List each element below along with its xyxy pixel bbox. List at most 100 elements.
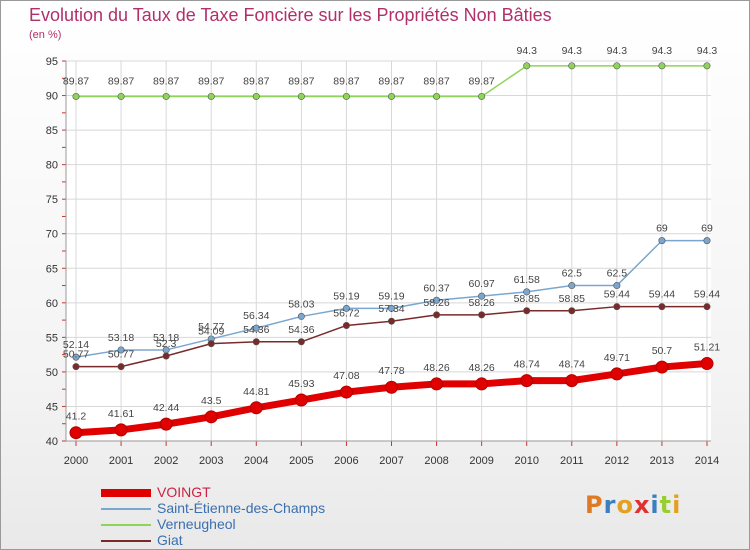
logo-letter: i: [672, 491, 682, 519]
data-label: 89.87: [378, 75, 404, 87]
x-tick-label: 2012: [605, 455, 629, 467]
y-tick-label: 65: [46, 263, 58, 275]
data-point-3: [478, 311, 486, 319]
legend-swatch: [101, 508, 151, 510]
x-tick-label: 2010: [514, 455, 538, 467]
data-point-1: [117, 346, 125, 354]
logo-letter: o: [616, 491, 634, 519]
data-label: 58.26: [469, 297, 495, 309]
logo-letter: P: [585, 491, 604, 519]
legend-label: Verneugheol: [157, 516, 236, 532]
x-tick-label: 2008: [424, 455, 448, 467]
data-point-0: [339, 385, 353, 399]
data-label: 89.87: [333, 75, 359, 87]
y-tick-label: 40: [46, 436, 58, 448]
data-point-3: [568, 307, 576, 315]
data-label: 89.87: [469, 75, 495, 87]
data-point-1: [478, 292, 486, 300]
data-point-2: [162, 92, 170, 100]
data-point-0: [565, 374, 579, 388]
data-point-3: [703, 303, 711, 311]
data-label: 58.26: [423, 297, 449, 309]
data-point-0: [159, 417, 173, 431]
data-label: 94.3: [697, 45, 718, 57]
data-point-0: [610, 367, 624, 381]
data-label: 60.97: [469, 278, 495, 290]
data-point-1: [703, 237, 711, 245]
x-tick-label: 2007: [379, 455, 403, 467]
data-point-3: [252, 338, 260, 346]
data-label: 56.34: [243, 310, 269, 322]
data-point-1: [387, 304, 395, 312]
data-point-1: [72, 353, 80, 361]
data-label: 50.7: [652, 345, 673, 357]
data-label: 48.26: [469, 362, 495, 374]
data-label: 58.85: [559, 293, 585, 305]
data-point-0: [700, 357, 714, 371]
data-point-3: [433, 311, 441, 319]
data-label: 49.71: [604, 352, 630, 364]
data-point-3: [523, 307, 531, 315]
data-point-2: [658, 62, 666, 70]
data-label: 60.37: [423, 282, 449, 294]
data-label: 41.61: [108, 408, 134, 420]
data-label: 94.3: [516, 45, 537, 57]
data-label: 94.3: [562, 45, 583, 57]
data-label: 48.26: [423, 362, 449, 374]
data-label: 59.19: [333, 290, 359, 302]
legend-label: Giat: [157, 532, 183, 548]
legend-swatch: [101, 489, 151, 497]
data-point-2: [568, 62, 576, 70]
data-point-2: [342, 92, 350, 100]
data-point-0: [520, 374, 534, 388]
logo-letter: t: [659, 491, 673, 519]
data-label: 89.87: [198, 75, 224, 87]
data-label: 42.44: [153, 402, 179, 414]
data-point-0: [69, 426, 83, 440]
data-label: 41.2: [66, 411, 87, 423]
data-point-1: [342, 304, 350, 312]
data-label: 54.77: [198, 321, 224, 333]
y-tick-label: 95: [46, 56, 58, 68]
logo-letter: x: [633, 491, 651, 519]
data-point-1: [523, 288, 531, 296]
data-label: 48.74: [559, 359, 585, 371]
legend-swatch: [101, 540, 151, 542]
data-point-2: [703, 62, 711, 70]
data-point-3: [297, 338, 305, 346]
data-point-0: [249, 401, 263, 415]
data-label: 47.78: [378, 365, 404, 377]
y-tick-label: 80: [46, 160, 58, 172]
data-point-1: [658, 237, 666, 245]
x-tick-label: 2009: [469, 455, 493, 467]
data-label: 89.87: [243, 75, 269, 87]
x-tick-label: 2011: [560, 455, 584, 467]
data-point-3: [613, 303, 621, 311]
data-point-3: [342, 321, 350, 329]
y-tick-label: 70: [46, 229, 58, 241]
y-tick-label: 50: [46, 367, 58, 379]
data-label: 58.03: [288, 298, 314, 310]
data-point-2: [478, 92, 486, 100]
data-point-3: [207, 340, 215, 348]
data-label: 89.87: [63, 75, 89, 87]
data-label: 89.87: [423, 75, 449, 87]
data-label: 47.08: [333, 370, 359, 382]
data-point-1: [297, 312, 305, 320]
y-tick-label: 45: [46, 401, 58, 413]
data-point-0: [430, 377, 444, 391]
data-label: 44.81: [243, 386, 269, 398]
data-point-3: [72, 363, 80, 371]
x-tick-label: 2013: [650, 455, 674, 467]
data-point-2: [252, 92, 260, 100]
data-point-0: [294, 393, 308, 407]
data-label: 59.19: [378, 290, 404, 302]
data-label: 53.18: [108, 332, 134, 344]
data-label: 43.5: [201, 395, 222, 407]
x-tick-label: 2001: [109, 455, 133, 467]
data-point-0: [475, 377, 489, 391]
data-label: 53.18: [153, 332, 179, 344]
data-point-1: [433, 296, 441, 304]
data-label: 94.3: [607, 45, 628, 57]
